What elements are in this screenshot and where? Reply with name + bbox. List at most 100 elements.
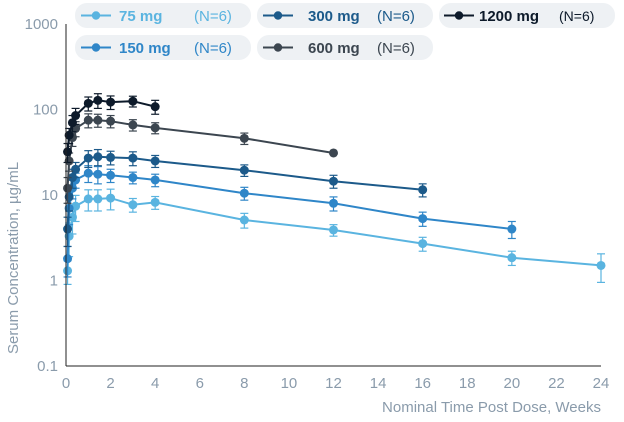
data-point <box>63 147 73 157</box>
data-point <box>64 156 74 166</box>
data-point <box>239 165 249 175</box>
legend-n-600mg: (N=6) <box>377 40 415 57</box>
data-point <box>67 212 77 222</box>
data-point <box>329 225 338 235</box>
legend-label-600mg: 600 mg <box>308 40 360 57</box>
x-axis-tick-labels: 0 2 4 6 8 10 12 14 16 18 20 22 24 <box>62 375 610 392</box>
plot-area <box>63 93 606 286</box>
data-point <box>128 120 138 130</box>
data-point <box>329 198 338 208</box>
x-tick-label: 6 <box>196 375 204 392</box>
data-point <box>150 102 160 112</box>
legend-label-300mg: 300 mg <box>308 8 360 25</box>
data-point <box>83 153 93 163</box>
x-tick-label: 10 <box>281 375 298 392</box>
data-point <box>83 168 93 178</box>
data-point <box>239 188 249 198</box>
legend-n-75mg: (N=6) <box>194 8 232 25</box>
data-point <box>596 260 606 270</box>
legend-marker-icon <box>91 43 101 52</box>
data-point <box>329 148 338 158</box>
data-point <box>106 97 116 107</box>
series-150mg <box>63 165 517 278</box>
x-axis-title: Nominal Time Post Dose, Weeks <box>382 399 601 416</box>
x-tick-label: 12 <box>325 375 342 392</box>
data-point <box>128 96 138 106</box>
y-axis-title: Serum Concentration, µg/mL <box>5 162 22 354</box>
data-point <box>507 224 517 234</box>
x-tick-label: 8 <box>240 375 248 392</box>
series-line <box>66 197 602 271</box>
data-point <box>418 185 428 195</box>
y-tick-label: 1000 <box>25 16 58 33</box>
x-tick-label: 22 <box>548 375 565 392</box>
data-point <box>64 130 74 140</box>
y-tick-label: 10 <box>41 187 58 204</box>
data-point <box>106 193 116 203</box>
data-point <box>418 214 428 224</box>
data-point <box>93 95 103 105</box>
data-point <box>418 239 428 249</box>
data-point <box>71 164 81 174</box>
data-point <box>128 173 138 183</box>
legend-marker-icon <box>91 11 101 20</box>
series-300mg <box>63 148 428 248</box>
x-tick-label: 4 <box>151 375 159 392</box>
data-point <box>93 169 103 179</box>
x-tick-label: 24 <box>593 375 610 392</box>
data-point <box>93 194 103 204</box>
data-point <box>63 224 73 234</box>
data-point <box>106 170 116 180</box>
data-point <box>128 153 138 163</box>
data-point <box>106 152 116 162</box>
x-tick-label: 16 <box>414 375 431 392</box>
legend-n-1200mg: (N=6) <box>559 8 594 24</box>
data-point <box>63 183 73 193</box>
series-600mg <box>63 113 338 204</box>
data-point <box>93 152 103 162</box>
data-point <box>83 115 93 125</box>
x-tick-label: 2 <box>106 375 114 392</box>
y-tick-label: 0.1 <box>37 358 58 375</box>
legend-n-150mg: (N=6) <box>194 40 232 57</box>
series-75mg <box>63 188 606 286</box>
legend-marker-icon <box>273 11 283 20</box>
legend-item-600mg[interactable]: 600 mg (N=6) <box>257 35 433 60</box>
data-point <box>150 123 160 133</box>
legend-item-150mg[interactable]: 150 mg (N=6) <box>75 35 251 60</box>
data-point <box>64 192 74 202</box>
y-tick-label: 1 <box>50 273 58 290</box>
legend-label-75mg: 75 mg <box>119 8 162 25</box>
legend: 75 mg (N=6) 300 mg (N=6) 1200 mg (N=6) 1… <box>75 3 615 60</box>
legend-label-1200mg: 1200 mg <box>479 8 539 25</box>
data-point <box>150 175 160 185</box>
data-point <box>83 98 93 108</box>
data-point <box>71 111 81 121</box>
x-tick-label: 14 <box>370 375 387 392</box>
data-point <box>150 197 160 207</box>
data-point <box>128 200 138 210</box>
legend-item-75mg[interactable]: 75 mg (N=6) <box>75 3 251 28</box>
series-1200mg <box>63 93 160 164</box>
legend-item-300mg[interactable]: 300 mg (N=6) <box>257 3 433 28</box>
data-point <box>329 176 338 186</box>
data-point <box>239 133 249 143</box>
x-tick-label: 20 <box>503 375 520 392</box>
data-point <box>239 215 249 225</box>
data-point <box>106 116 116 126</box>
data-point <box>67 173 77 183</box>
legend-item-1200mg[interactable]: 1200 mg (N=6) <box>439 3 615 28</box>
data-point <box>83 194 93 204</box>
x-tick-label: 0 <box>62 375 70 392</box>
series-line <box>66 172 512 259</box>
y-tick-label: 100 <box>33 102 58 119</box>
data-point <box>67 118 77 128</box>
x-tick-label: 18 <box>459 375 476 392</box>
legend-n-300mg: (N=6) <box>377 8 415 25</box>
legend-label-150mg: 150 mg <box>119 40 171 57</box>
data-point <box>150 156 160 166</box>
data-point <box>93 115 103 125</box>
data-point <box>63 254 73 264</box>
y-axis-tick-labels: 0.1 1 10 100 1000 <box>25 16 58 375</box>
